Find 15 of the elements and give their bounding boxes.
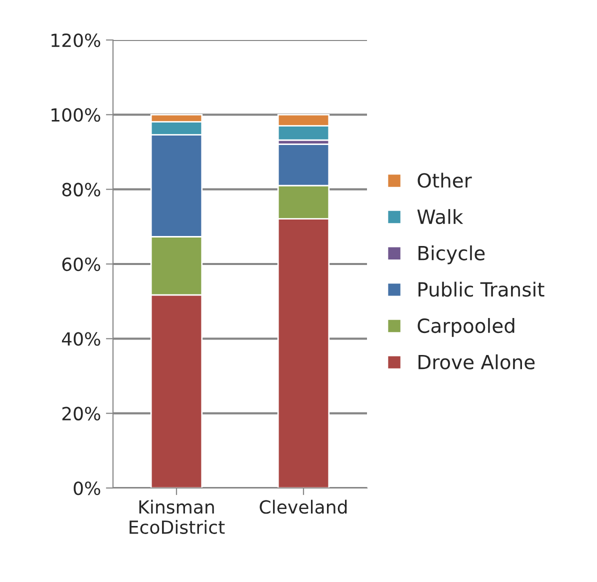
legend-label: Other [418, 172, 472, 188]
y-tick-label: 100% [52, 108, 100, 122]
y-tick-label: 0% [74, 481, 100, 496]
legend-label: Carpooled [418, 318, 514, 337]
y-tick-label: 80% [62, 182, 100, 196]
y-tick-label: 40% [62, 332, 100, 346]
x-tick-label: Cleveland [260, 500, 347, 514]
legend-label: Drove Alone [418, 354, 535, 370]
y-tick-label: 60% [62, 257, 100, 272]
legend-label: Public Transit [418, 282, 544, 297]
legend-label: Walk [417, 209, 464, 224]
y-tick-label: 120% [52, 33, 100, 48]
y-tick-label: 20% [62, 406, 100, 420]
legend-label: Bicycle [418, 245, 485, 264]
x-tick-label: Kinsman EcoDistrict [130, 500, 225, 534]
